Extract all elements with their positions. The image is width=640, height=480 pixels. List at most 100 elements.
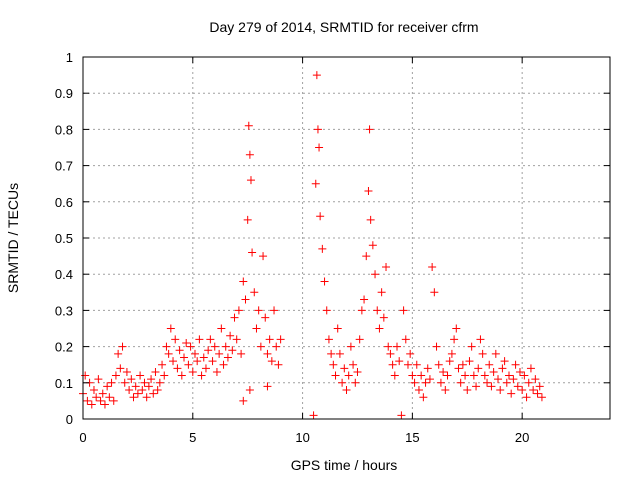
data-point xyxy=(368,241,377,250)
data-point xyxy=(245,150,254,159)
data-point xyxy=(496,386,505,395)
y-tick-label: 0.5 xyxy=(55,231,73,246)
data-point xyxy=(443,371,452,380)
data-point xyxy=(92,393,101,402)
data-point xyxy=(327,349,336,358)
data-point xyxy=(379,313,388,322)
data-point xyxy=(201,364,210,373)
y-tick-label: 0.9 xyxy=(55,86,73,101)
data-point xyxy=(234,306,243,315)
data-point xyxy=(210,342,219,351)
x-tick-label: 10 xyxy=(295,430,309,445)
y-tick-label: 0.3 xyxy=(55,303,73,318)
data-point xyxy=(388,360,397,369)
data-point xyxy=(96,396,105,405)
data-point xyxy=(173,364,182,373)
data-point xyxy=(125,386,134,395)
data-point xyxy=(478,349,487,358)
data-point xyxy=(489,367,498,376)
data-point xyxy=(423,364,432,373)
data-point xyxy=(535,382,544,391)
y-tick-label: 0.6 xyxy=(55,195,73,210)
data-point xyxy=(142,393,151,402)
data-point xyxy=(116,364,125,373)
data-point xyxy=(122,367,131,376)
data-point xyxy=(458,360,467,369)
data-point xyxy=(371,270,380,279)
data-point xyxy=(190,349,199,358)
data-point xyxy=(270,306,279,315)
data-point xyxy=(364,186,373,195)
data-point xyxy=(476,335,485,344)
data-point xyxy=(114,349,123,358)
data-point xyxy=(155,378,164,387)
data-point xyxy=(428,262,437,271)
data-point xyxy=(353,367,362,376)
data-point xyxy=(237,349,246,358)
y-tick-label: 0.1 xyxy=(55,376,73,391)
data-point xyxy=(375,324,384,333)
data-point xyxy=(140,378,149,387)
data-point xyxy=(252,324,261,333)
data-point xyxy=(357,306,366,315)
data-point xyxy=(474,364,483,373)
data-point xyxy=(184,360,193,369)
data-point xyxy=(315,143,324,152)
data-point xyxy=(188,367,197,376)
data-point xyxy=(382,262,391,271)
data-point xyxy=(447,349,456,358)
data-point xyxy=(239,277,248,286)
data-point xyxy=(254,306,263,315)
data-point xyxy=(494,375,503,384)
data-point xyxy=(322,306,331,315)
data-point xyxy=(386,349,395,358)
y-tick-label: 0.4 xyxy=(55,267,73,282)
data-point xyxy=(333,324,342,333)
data-point xyxy=(467,342,476,351)
data-point xyxy=(169,357,178,366)
data-point xyxy=(171,335,180,344)
data-point xyxy=(232,335,241,344)
data-point xyxy=(267,357,276,366)
data-point xyxy=(419,393,428,402)
data-point xyxy=(250,288,259,297)
data-point xyxy=(445,357,454,366)
data-point xyxy=(393,342,402,351)
data-point xyxy=(526,364,535,373)
data-point xyxy=(263,349,272,358)
data-point xyxy=(226,331,235,340)
data-point xyxy=(436,378,445,387)
data-point xyxy=(120,378,129,387)
data-point xyxy=(193,357,202,366)
data-point xyxy=(318,244,327,253)
data-point xyxy=(373,306,382,315)
data-point xyxy=(344,371,353,380)
data-point xyxy=(311,179,320,188)
data-point xyxy=(149,389,158,398)
data-point xyxy=(248,248,257,257)
data-point xyxy=(390,371,399,380)
data-point xyxy=(217,324,226,333)
data-point xyxy=(256,342,265,351)
data-point xyxy=(406,349,415,358)
data-point xyxy=(498,364,507,373)
data-point xyxy=(456,378,465,387)
data-point xyxy=(384,342,393,351)
data-point xyxy=(221,342,230,351)
data-point xyxy=(105,393,114,402)
data-point xyxy=(118,342,127,351)
data-point xyxy=(223,353,232,362)
data-point xyxy=(186,342,195,351)
data-point xyxy=(414,386,423,395)
data-point xyxy=(513,382,522,391)
y-tick-label: 0.2 xyxy=(55,340,73,355)
data-point xyxy=(147,375,156,384)
data-point xyxy=(452,324,461,333)
data-point xyxy=(246,176,255,185)
data-point xyxy=(342,386,351,395)
data-point xyxy=(432,342,441,351)
data-point xyxy=(480,371,489,380)
data-point xyxy=(204,346,213,355)
data-point xyxy=(164,349,173,358)
